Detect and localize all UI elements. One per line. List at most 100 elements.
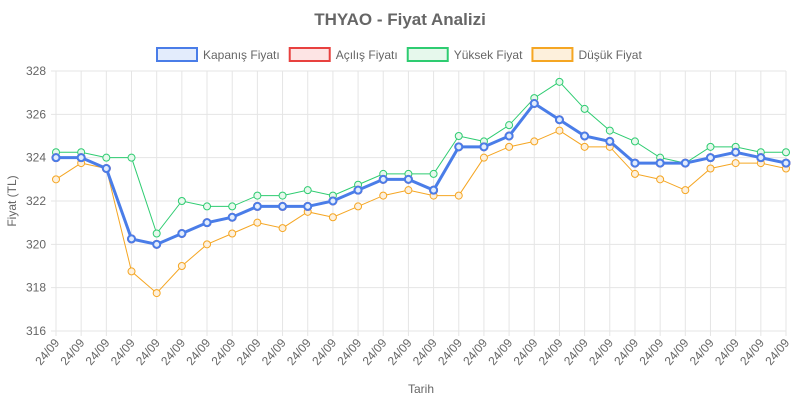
y-tick-label: 318 [26, 281, 46, 295]
data-point [203, 240, 212, 249]
legend-label: Düşük Fiyat [578, 48, 642, 62]
x-tick-label: 24/09 [662, 336, 692, 368]
data-point [127, 234, 137, 244]
data-point [505, 142, 514, 151]
y-tick-label: 326 [26, 107, 46, 121]
data-point [630, 137, 639, 146]
data-point [203, 202, 212, 211]
x-tick-label: 24/09 [183, 336, 213, 368]
data-point [605, 136, 615, 146]
data-point [429, 169, 438, 178]
data-point [479, 142, 489, 152]
x-tick-label: 24/09 [611, 336, 641, 368]
grid: 31631832032232432632824/0924/0924/0924/0… [26, 64, 793, 368]
data-point [404, 186, 413, 195]
data-point [278, 191, 287, 200]
data-point [580, 104, 589, 113]
x-tick-label: 24/09 [485, 336, 515, 368]
data-point [227, 212, 237, 222]
legend-label: Yüksek Fiyat [454, 48, 523, 62]
data-point [706, 142, 715, 151]
data-point [202, 218, 212, 228]
data-point [152, 229, 161, 238]
x-tick-label: 24/09 [511, 336, 541, 368]
data-point [303, 201, 313, 211]
data-point [454, 191, 463, 200]
data-point [127, 153, 136, 162]
data-point [731, 159, 740, 168]
x-tick-label: 24/09 [334, 336, 364, 368]
data-point [530, 137, 539, 146]
data-point [52, 175, 60, 184]
legend-swatch [531, 47, 574, 62]
data-point [403, 174, 413, 184]
x-tick-label: 24/09 [83, 336, 113, 368]
x-tick-label: 24/09 [259, 336, 289, 368]
x-tick-label: 24/09 [57, 336, 87, 368]
data-point [177, 262, 186, 270]
y-tick-label: 316 [26, 324, 46, 338]
data-point [354, 202, 363, 211]
x-tick-label: 24/09 [435, 336, 465, 368]
x-tick-label: 24/09 [234, 336, 264, 368]
x-tick-label: 24/09 [208, 336, 238, 368]
data-point [555, 77, 564, 86]
data-point [378, 174, 388, 184]
legend-label: Açılış Fiyatı [336, 48, 398, 62]
data-point [756, 153, 766, 163]
data-point [228, 202, 237, 211]
data-point [102, 153, 111, 162]
data-point [177, 229, 187, 238]
legend: Kapanış Fiyatı Açılış Fiyatı Yüksek Fiyat D… [156, 47, 642, 62]
series-Kapanış Fiyatı [51, 99, 791, 249]
legend-label: Kapanış Fiyatı [203, 48, 280, 62]
y-tick-label: 322 [26, 194, 46, 208]
data-point [655, 158, 665, 168]
data-point [278, 224, 287, 233]
series-line [55, 130, 787, 294]
legend-swatch [406, 47, 449, 62]
x-tick-label: 24/09 [133, 336, 163, 368]
data-point [504, 131, 514, 141]
data-point [630, 169, 639, 178]
y-axis-label: Fiyat (TL) [5, 175, 19, 226]
x-tick-label: 24/09 [737, 336, 767, 368]
x-tick-label: 24/09 [32, 336, 62, 368]
data-point [152, 239, 162, 249]
x-tick-label: 24/09 [309, 336, 339, 368]
data-point [681, 186, 690, 195]
x-tick-label: 24/09 [586, 336, 616, 368]
data-point [529, 99, 539, 108]
x-tick-label: 24/09 [284, 336, 314, 368]
data-point [228, 229, 237, 238]
x-tick-label: 24/09 [108, 336, 138, 368]
data-point [706, 164, 715, 173]
data-point [152, 289, 161, 298]
y-tick-label: 328 [26, 64, 46, 78]
legend-swatch [288, 47, 331, 62]
series-group [51, 77, 791, 298]
data-point [580, 142, 589, 151]
data-point [731, 147, 741, 157]
x-tick-label: 24/09 [762, 336, 792, 368]
series-Düşük Fiyat [52, 126, 790, 298]
x-tick-label: 24/09 [158, 336, 188, 368]
x-tick-label: 24/09 [712, 336, 742, 368]
data-point [253, 191, 262, 200]
data-point [705, 153, 715, 163]
series-line [56, 81, 786, 235]
legend-swatch [156, 47, 198, 62]
y-tick-label: 320 [26, 237, 46, 251]
data-point [303, 186, 312, 195]
x-tick-label: 24/09 [687, 336, 717, 368]
data-point [127, 267, 136, 276]
data-point [253, 218, 262, 227]
data-point [429, 185, 439, 195]
data-point [555, 126, 564, 135]
data-point [680, 158, 690, 168]
data-point [51, 153, 61, 163]
data-point [454, 132, 463, 140]
x-tick-label: 24/09 [460, 336, 490, 368]
data-point [177, 197, 186, 205]
data-point [505, 121, 514, 130]
